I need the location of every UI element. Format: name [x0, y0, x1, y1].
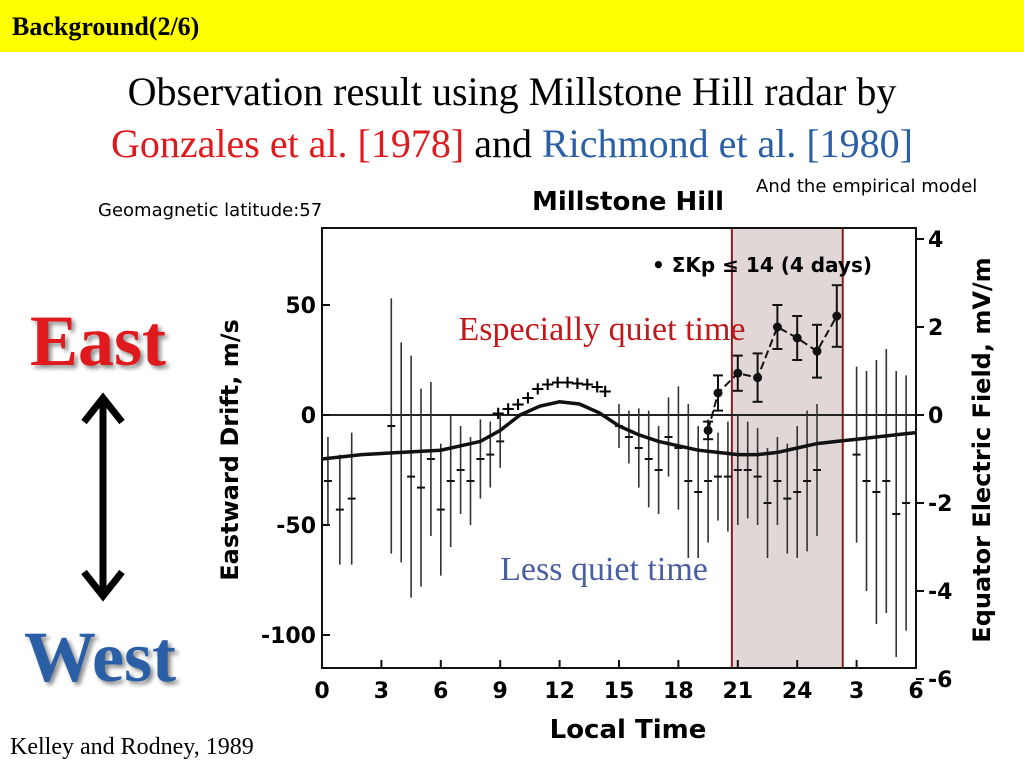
- y2-tick-label: -6: [928, 668, 952, 693]
- plus-marker: +: [560, 372, 575, 393]
- citation: Kelley and Rodney, 1989: [10, 734, 254, 760]
- plus-marker: +: [501, 398, 516, 419]
- plus-marker: +: [598, 381, 613, 402]
- plus-marker: +: [510, 394, 525, 415]
- x-tick-label: 3: [849, 679, 864, 704]
- slide-title-line1: Observation result using Millstone Hill …: [127, 69, 897, 114]
- x-tick-label: 18: [663, 679, 694, 704]
- quiet-data-point: [812, 346, 822, 356]
- x-tick-label: 0: [314, 679, 329, 704]
- geomagnetic-latitude-note: Geomagnetic latitude:57: [98, 200, 323, 221]
- y2-tick-label: 2: [928, 316, 943, 341]
- y2-tick-label: -4: [928, 580, 952, 605]
- plus-marker: +: [491, 403, 506, 424]
- y-tick-label: -100: [261, 624, 316, 649]
- y2-tick-label: 4: [928, 228, 943, 253]
- x-tick-label: 6: [433, 679, 448, 704]
- quiet-data-point: [792, 333, 802, 343]
- x-tick-label: 12: [544, 679, 575, 704]
- quiet-data-point: [832, 311, 842, 321]
- header-bar: Background(2/6): [0, 0, 1024, 52]
- title-and: and: [474, 121, 532, 166]
- x-tick-label: 6: [908, 679, 923, 704]
- east-label: East: [30, 301, 167, 381]
- slide-title-line2: Gonzales et al. [1978] and Richmond et a…: [0, 122, 1024, 166]
- quiet-data-point: [753, 373, 763, 383]
- plus-marker: +: [580, 374, 595, 395]
- y2-axis-label: Equator Electric Field, mV/m: [968, 257, 996, 642]
- plus-marker: +: [550, 372, 565, 393]
- empirical-model-note: And the empirical model: [756, 176, 978, 197]
- west-label: West: [24, 617, 176, 697]
- empirical-model-curve: [321, 400, 917, 461]
- y2-tick-label: -2: [928, 492, 952, 517]
- plus-marker: +: [590, 376, 605, 397]
- y2-tick-label: 0: [928, 404, 943, 429]
- plus-marker: +: [570, 373, 585, 394]
- y-tick-label: -50: [276, 514, 316, 539]
- x-tick-label: 21: [722, 679, 753, 704]
- x-tick-label: 3: [374, 679, 389, 704]
- chart-legend: • ΣKp ≤ 14 (4 days): [652, 253, 872, 277]
- x-tick-label: 24: [782, 679, 813, 704]
- quiet-data-point: [772, 322, 782, 332]
- y-axis-label: Eastward Drift, m/s: [216, 319, 244, 581]
- quiet-data-point: [733, 368, 743, 378]
- arrow-up-head: [81, 392, 125, 425]
- plus-marker: +: [530, 379, 545, 400]
- x-tick-label: 15: [604, 679, 635, 704]
- y-tick-label: 50: [285, 294, 316, 319]
- title-reference-gonzales: Gonzales et al. [1978]: [110, 121, 465, 166]
- y-tick-label: 0: [301, 404, 316, 429]
- plus-marker: +: [540, 374, 555, 395]
- quiet-data-point: [713, 388, 723, 398]
- x-axis-label: Local Time: [550, 715, 707, 745]
- x-tick-label: 9: [493, 679, 508, 704]
- plus-marker: +: [520, 387, 535, 408]
- quiet-data-point: [703, 425, 713, 435]
- annotation-quiet-time: Especially quiet time: [458, 311, 745, 348]
- title-reference-richmond: Richmond et al. [1980]: [541, 121, 913, 166]
- chart-title: Millstone Hill: [532, 187, 724, 217]
- annotation-less-quiet-time: Less quiet time: [500, 551, 708, 588]
- arrow-down-head: [81, 569, 125, 602]
- slide-header: Background(2/6): [12, 12, 200, 41]
